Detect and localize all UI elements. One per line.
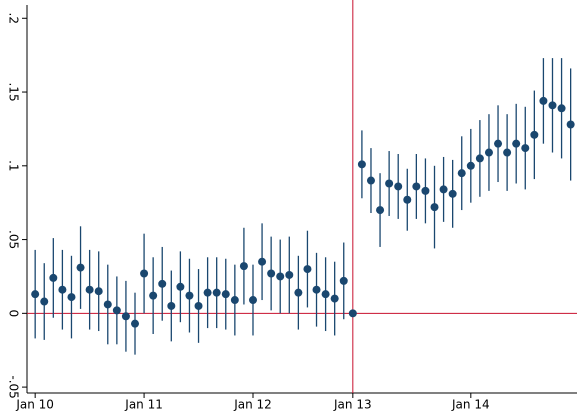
point (448, 189, 457, 198)
point (248, 296, 257, 305)
point (503, 148, 512, 157)
point (412, 182, 421, 191)
point (276, 272, 285, 281)
point (339, 276, 348, 285)
point (267, 269, 276, 278)
point (385, 179, 394, 188)
point (103, 300, 112, 309)
point (167, 301, 176, 310)
y-tick-label: 0 (7, 310, 21, 318)
point (31, 290, 40, 299)
point (40, 297, 49, 306)
point (330, 294, 339, 303)
point (194, 301, 203, 310)
point (321, 290, 330, 299)
point (230, 296, 239, 305)
point (512, 139, 521, 148)
x-tick-label: Jan 11 (124, 398, 163, 411)
point (112, 306, 121, 315)
point (357, 160, 366, 169)
point (539, 96, 548, 105)
point (530, 130, 539, 139)
point (466, 161, 475, 170)
x-tick-label: Jan 10 (15, 398, 54, 411)
point (294, 288, 303, 297)
point (140, 269, 149, 278)
point (158, 279, 167, 288)
point (430, 203, 439, 212)
point (566, 120, 575, 129)
point (376, 206, 385, 215)
point (94, 287, 103, 296)
point (212, 288, 221, 297)
point (121, 312, 130, 321)
point (403, 195, 412, 204)
point (394, 182, 403, 191)
point (457, 169, 466, 178)
point (475, 154, 484, 163)
point (131, 319, 140, 328)
point (258, 257, 267, 266)
point (557, 104, 566, 113)
point (49, 273, 58, 282)
y-tick-label: .15 (7, 82, 21, 101)
point (484, 148, 493, 157)
y-tick-label: .2 (7, 13, 21, 24)
point (176, 282, 185, 291)
point (58, 285, 67, 294)
point (203, 288, 212, 297)
point (239, 262, 248, 271)
point (303, 265, 312, 274)
point (348, 309, 357, 318)
point (185, 291, 194, 300)
point (548, 101, 557, 110)
point (421, 186, 430, 195)
x-tick-label: Jan 12 (233, 398, 272, 411)
point (285, 270, 294, 279)
point (221, 290, 230, 299)
x-tick-label: Jan 13 (333, 398, 372, 411)
point (85, 285, 94, 294)
y-tick-label: .05 (7, 230, 21, 249)
y-tick-label: .1 (7, 160, 21, 171)
point (67, 293, 76, 302)
y-tick-label: -.05 (7, 375, 21, 398)
point (439, 185, 448, 194)
point (312, 285, 321, 294)
point (494, 139, 503, 148)
point (76, 263, 85, 272)
point (366, 176, 375, 185)
point (149, 291, 158, 300)
point (521, 144, 530, 153)
x-tick-label: Jan 14 (451, 398, 490, 411)
